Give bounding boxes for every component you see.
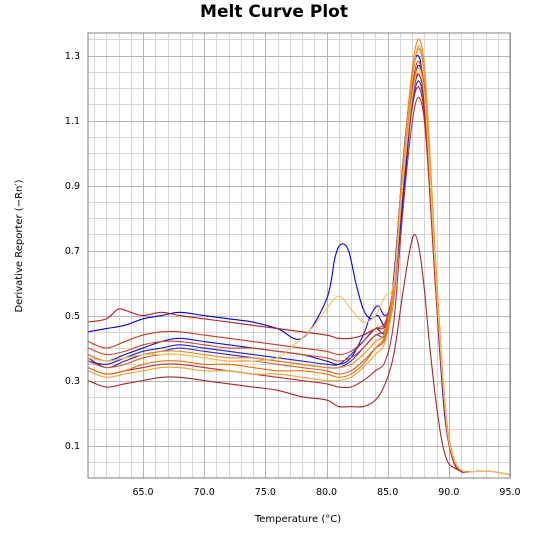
x-tick-label: 80.0 — [316, 487, 337, 498]
x-axis-label: Temperature (°C) — [254, 514, 341, 525]
x-tick-label: 65.0 — [132, 487, 153, 498]
y-tick-label: 1.3 — [65, 51, 80, 62]
y-tick-label: 0.5 — [65, 311, 80, 322]
series-layer — [88, 38, 510, 476]
x-tick-label: 95.0 — [499, 487, 520, 498]
y-axis-label: Derivative Reporter (−Rn′) — [14, 179, 25, 312]
x-tick-label: 70.0 — [194, 487, 215, 498]
x-tick-label: 90.0 — [438, 487, 459, 498]
series-line-14 — [88, 67, 510, 476]
y-tick-label: 0.7 — [65, 246, 80, 257]
y-tick-label: 1.1 — [65, 116, 80, 127]
x-tick-label: 75.0 — [255, 487, 276, 498]
series-line-6 — [88, 233, 510, 476]
y-tick-label: 0.3 — [65, 376, 80, 387]
tick-layer: 65.0 70.0 75.0 80.0 85.0 90.0 95.0 0.1 0.3 0.5 0.7… — [65, 51, 521, 498]
chart-title: Melt Curve Plot — [200, 2, 348, 22]
y-tick-label: 0.9 — [65, 181, 80, 192]
x-tick-label: 85.0 — [377, 487, 398, 498]
y-tick-label: 0.1 — [65, 441, 80, 452]
plot-frame — [87, 32, 511, 479]
